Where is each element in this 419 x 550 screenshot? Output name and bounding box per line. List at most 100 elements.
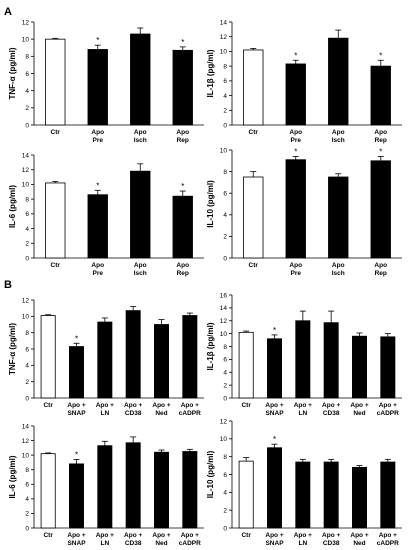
bar: [295, 461, 311, 529]
x-category-label: CD38: [323, 540, 340, 547]
x-category-label: Apo: [134, 262, 147, 269]
y-tick-label: 12: [22, 438, 30, 445]
y-tick-label: 12: [220, 34, 228, 41]
bar: [352, 335, 367, 399]
x-category-label: Apo: [91, 262, 104, 269]
y-tick-label: 8: [223, 454, 227, 461]
y-tick-label: 2: [223, 108, 227, 115]
y-tick-label: 10: [22, 452, 30, 459]
y-tick-label: 14: [22, 152, 30, 159]
bar: [172, 49, 193, 126]
bar: [323, 322, 339, 399]
bar: [125, 310, 141, 399]
bar: [130, 33, 151, 126]
y-tick-label: 2: [25, 511, 29, 518]
y-tick-label: 4: [25, 496, 29, 503]
bar: [243, 49, 264, 126]
y-tick-label: 12: [22, 167, 30, 174]
bar: [97, 445, 113, 529]
y-axis-title: TNF-α (pg/ml): [8, 47, 17, 99]
bar: [87, 49, 108, 126]
x-category-label: CD38: [125, 540, 142, 547]
significance-marker: *: [379, 147, 382, 156]
x-category-label: Apo +: [294, 532, 312, 539]
x-category-label: Isch: [332, 270, 345, 277]
bar: [285, 159, 306, 259]
x-category-label: Pre: [93, 137, 104, 144]
x-category-label: Apo: [332, 262, 345, 269]
y-tick-label: 4: [25, 363, 29, 370]
x-category-label: Ctr: [241, 532, 251, 539]
x-category-label: Ctr: [43, 532, 53, 539]
y-tick-label: 8: [25, 467, 29, 474]
x-category-label: Apo +: [67, 532, 85, 539]
y-tick-label: 0: [223, 395, 227, 402]
y-tick-label: 12: [22, 297, 30, 304]
y-tick-label: 0: [223, 122, 227, 129]
significance-marker: *: [294, 147, 297, 156]
y-tick-label: 4: [223, 370, 227, 377]
x-category-label: Apo: [289, 129, 302, 136]
bar: [130, 170, 151, 259]
x-category-label: cADPR: [179, 540, 201, 547]
x-category-label: Apo +: [96, 402, 114, 409]
y-tick-label: 0: [25, 525, 29, 532]
y-tick-label: 16: [220, 292, 228, 299]
bar: [267, 447, 282, 529]
x-category-label: Apo: [374, 129, 387, 136]
x-category-label: cADPR: [179, 410, 201, 417]
x-category-label: Apo +: [322, 532, 340, 539]
bar: [238, 331, 254, 399]
x-category-label: Ctr: [249, 262, 259, 269]
y-tick-label: 0: [25, 395, 29, 402]
significance-marker: *: [75, 451, 78, 460]
x-category-label: Isch: [332, 137, 345, 144]
x-category-label: Apo +: [322, 402, 340, 409]
y-tick-label: 8: [223, 63, 227, 70]
bar: [328, 176, 349, 259]
y-tick-label: 6: [25, 482, 29, 489]
x-category-label: Apo +: [181, 402, 199, 409]
significance-marker: *: [96, 181, 99, 190]
y-tick-label: 2: [25, 379, 29, 386]
y-tick-label: 4: [223, 93, 227, 100]
bar: [172, 195, 193, 259]
x-category-label: Isch: [134, 137, 147, 144]
significance-marker: *: [273, 326, 276, 335]
y-tick-label: 4: [25, 88, 29, 95]
x-category-label: LN: [298, 540, 307, 547]
x-category-label: Rep: [375, 137, 387, 144]
y-tick-label: 6: [223, 191, 227, 198]
x-category-label: SNAP: [265, 540, 284, 547]
y-tick-label: 2: [25, 105, 29, 112]
bar: [40, 315, 56, 399]
bar: [69, 346, 84, 399]
y-tick-label: 8: [223, 169, 227, 176]
y-tick-label: 2: [223, 507, 227, 514]
x-category-label: Ned: [353, 410, 365, 417]
y-tick-label: 4: [223, 212, 227, 219]
x-category-label: Apo: [176, 262, 189, 269]
y-tick-label: 10: [220, 49, 228, 56]
y-tick-label: 6: [223, 472, 227, 479]
x-category-label: Ctr: [43, 402, 53, 409]
bar: [125, 442, 141, 529]
x-category-label: Apo: [374, 262, 387, 269]
x-category-label: Apo +: [67, 402, 85, 409]
y-tick-label: 12: [220, 418, 228, 425]
x-category-label: CD38: [125, 410, 142, 417]
significance-marker: *: [181, 182, 184, 191]
y-tick-label: 2: [223, 234, 227, 241]
y-axis-title: IL-10 (pg/ml): [206, 180, 215, 228]
x-category-label: Ctr: [241, 402, 251, 409]
bar: [380, 461, 396, 529]
x-category-label: SNAP: [67, 410, 86, 417]
y-tick-label: 14: [220, 19, 228, 26]
x-category-label: Apo +: [294, 402, 312, 409]
y-tick-label: 12: [220, 318, 228, 325]
